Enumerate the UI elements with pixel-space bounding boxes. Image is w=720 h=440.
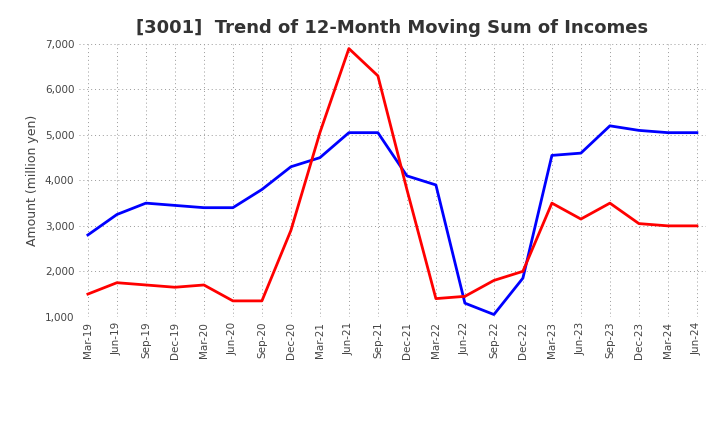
Net Income xyxy=(606,201,614,206)
Net Income xyxy=(258,298,266,304)
Title: [3001]  Trend of 12-Month Moving Sum of Incomes: [3001] Trend of 12-Month Moving Sum of I… xyxy=(136,19,649,37)
Ordinary Income xyxy=(84,232,92,238)
Net Income xyxy=(315,130,324,136)
Ordinary Income xyxy=(402,173,411,179)
Ordinary Income xyxy=(606,123,614,128)
Net Income xyxy=(634,221,643,226)
Ordinary Income xyxy=(664,130,672,136)
Ordinary Income xyxy=(258,187,266,192)
Net Income xyxy=(112,280,121,285)
Net Income xyxy=(518,269,527,274)
Ordinary Income xyxy=(199,205,208,210)
Net Income xyxy=(461,294,469,299)
Ordinary Income xyxy=(287,164,295,169)
Line: Ordinary Income: Ordinary Income xyxy=(88,126,697,315)
Net Income xyxy=(490,278,498,283)
Net Income xyxy=(577,216,585,222)
Net Income xyxy=(548,201,557,206)
Ordinary Income xyxy=(315,155,324,160)
Net Income xyxy=(431,296,440,301)
Y-axis label: Amount (million yen): Amount (million yen) xyxy=(27,115,40,246)
Ordinary Income xyxy=(461,301,469,306)
Ordinary Income xyxy=(374,130,382,136)
Ordinary Income xyxy=(548,153,557,158)
Ordinary Income xyxy=(112,212,121,217)
Line: Net Income: Net Income xyxy=(88,48,697,301)
Net Income xyxy=(142,282,150,288)
Net Income xyxy=(345,46,354,51)
Net Income xyxy=(171,285,179,290)
Ordinary Income xyxy=(171,203,179,208)
Ordinary Income xyxy=(634,128,643,133)
Net Income xyxy=(693,223,701,228)
Ordinary Income xyxy=(693,130,701,136)
Ordinary Income xyxy=(345,130,354,136)
Net Income xyxy=(287,228,295,233)
Net Income xyxy=(228,298,237,304)
Ordinary Income xyxy=(518,275,527,281)
Ordinary Income xyxy=(490,312,498,317)
Ordinary Income xyxy=(142,201,150,206)
Ordinary Income xyxy=(431,182,440,187)
Net Income xyxy=(374,73,382,78)
Net Income xyxy=(84,291,92,297)
Net Income xyxy=(664,223,672,228)
Ordinary Income xyxy=(228,205,237,210)
Ordinary Income xyxy=(577,150,585,156)
Net Income xyxy=(402,187,411,192)
Net Income xyxy=(199,282,208,288)
